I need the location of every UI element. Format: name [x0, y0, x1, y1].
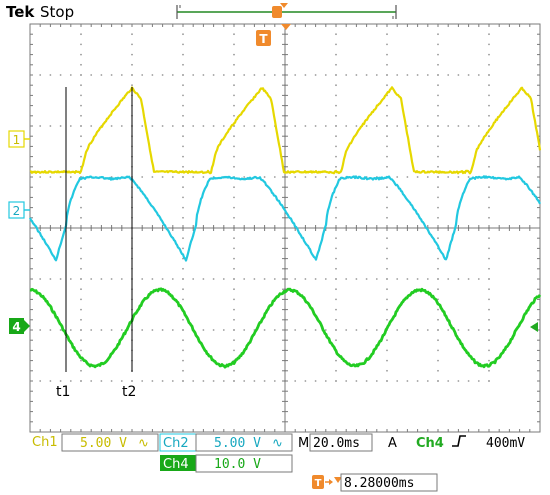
ch4-name-box[interactable] — [160, 455, 196, 471]
ch2-scale: 5.00 V — [214, 436, 261, 451]
ch2-scale-box[interactable] — [195, 433, 293, 452]
t2-label: t2 — [122, 384, 136, 400]
trigger-position-marker-icon[interactable]: T — [256, 24, 291, 46]
trigger-position-icon: T — [312, 475, 342, 489]
record-position-bar[interactable] — [176, 5, 397, 19]
ch2-ground-marker[interactable]: 2 — [8, 201, 30, 219]
ch1-scale-box[interactable] — [61, 433, 159, 452]
trigger-marker-label: T — [259, 32, 268, 46]
trigger-source: Ch4 — [416, 436, 444, 451]
ch4-scale: 10.0 V — [214, 457, 261, 472]
ch2-marker-label: 2 — [13, 204, 21, 218]
trigger-position-value: 8.28000ms — [344, 476, 414, 491]
trigger-position-label: T — [315, 478, 322, 489]
t1-label: t1 — [56, 384, 70, 400]
timebase-box[interactable] — [309, 433, 373, 452]
ch4-ground-marker[interactable]: 4 — [9, 318, 30, 334]
trigger-position-box[interactable] — [340, 473, 438, 492]
ch4-waveform — [29, 287, 542, 369]
timebase-value: 20.0ms — [313, 436, 360, 451]
trigger-mode: A — [388, 436, 397, 451]
ch1-name: Ch1 — [32, 435, 58, 450]
ch4-marker-label: 4 — [12, 320, 20, 334]
ch2-waveform — [28, 175, 541, 262]
trigger-level-arrow-icon[interactable] — [530, 322, 538, 332]
run-state-label: Stop — [40, 3, 74, 21]
rising-edge-icon — [452, 435, 466, 447]
ch2-name: Ch2 — [163, 436, 189, 451]
ch1-scale: 5.00 V — [80, 436, 127, 451]
ch1-marker-label: 1 — [13, 133, 21, 147]
ch4-name: Ch4 — [163, 457, 189, 472]
trigger-level: 400mV — [486, 436, 525, 451]
record-trigger-marker-icon — [272, 3, 288, 18]
ch1-ground-marker[interactable]: 1 — [8, 130, 30, 148]
ch1-coupling-ac-icon: ∿ — [138, 436, 149, 451]
timebase-prefix: M — [298, 436, 309, 451]
ch1-waveform — [29, 86, 542, 175]
ch4-scale-box[interactable] — [195, 454, 293, 473]
ch2-coupling-ac-icon: ∿ — [272, 436, 283, 451]
brand-label: Tek — [6, 3, 35, 21]
